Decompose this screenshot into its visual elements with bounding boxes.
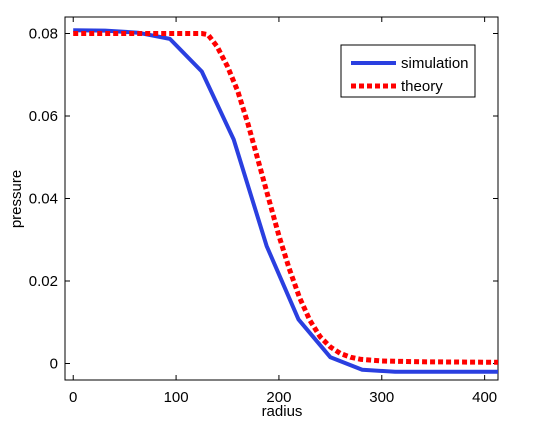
y-tick-label: 0.08 [29,26,58,43]
legend: simulation theory [340,44,476,98]
series-lines [73,28,499,374]
legend-label-theory: theory [401,78,443,95]
x-axis-label: radius [262,403,303,420]
x-tick-label: 300 [369,389,394,406]
y-tick-label: 0.04 [29,191,58,208]
y-tick-label: 0.06 [29,108,58,125]
series-line-theory [73,31,499,365]
series-line-simulation [73,28,498,374]
x-tick-label: 0 [69,389,77,406]
x-tick-label: 400 [472,389,497,406]
x-tick-label: 100 [164,389,189,406]
x-tick-label: 200 [266,389,291,406]
y-tick-label: 0.02 [29,273,58,290]
legend-label-simulation: simulation [401,55,469,72]
y-tick-label: 0 [50,356,58,373]
tick-labels: 0 100 200 300 400 0 0.02 0.04 0.06 0.08 [29,26,497,407]
axis-ticks [65,17,498,380]
y-axis-label: pressure [8,170,25,228]
